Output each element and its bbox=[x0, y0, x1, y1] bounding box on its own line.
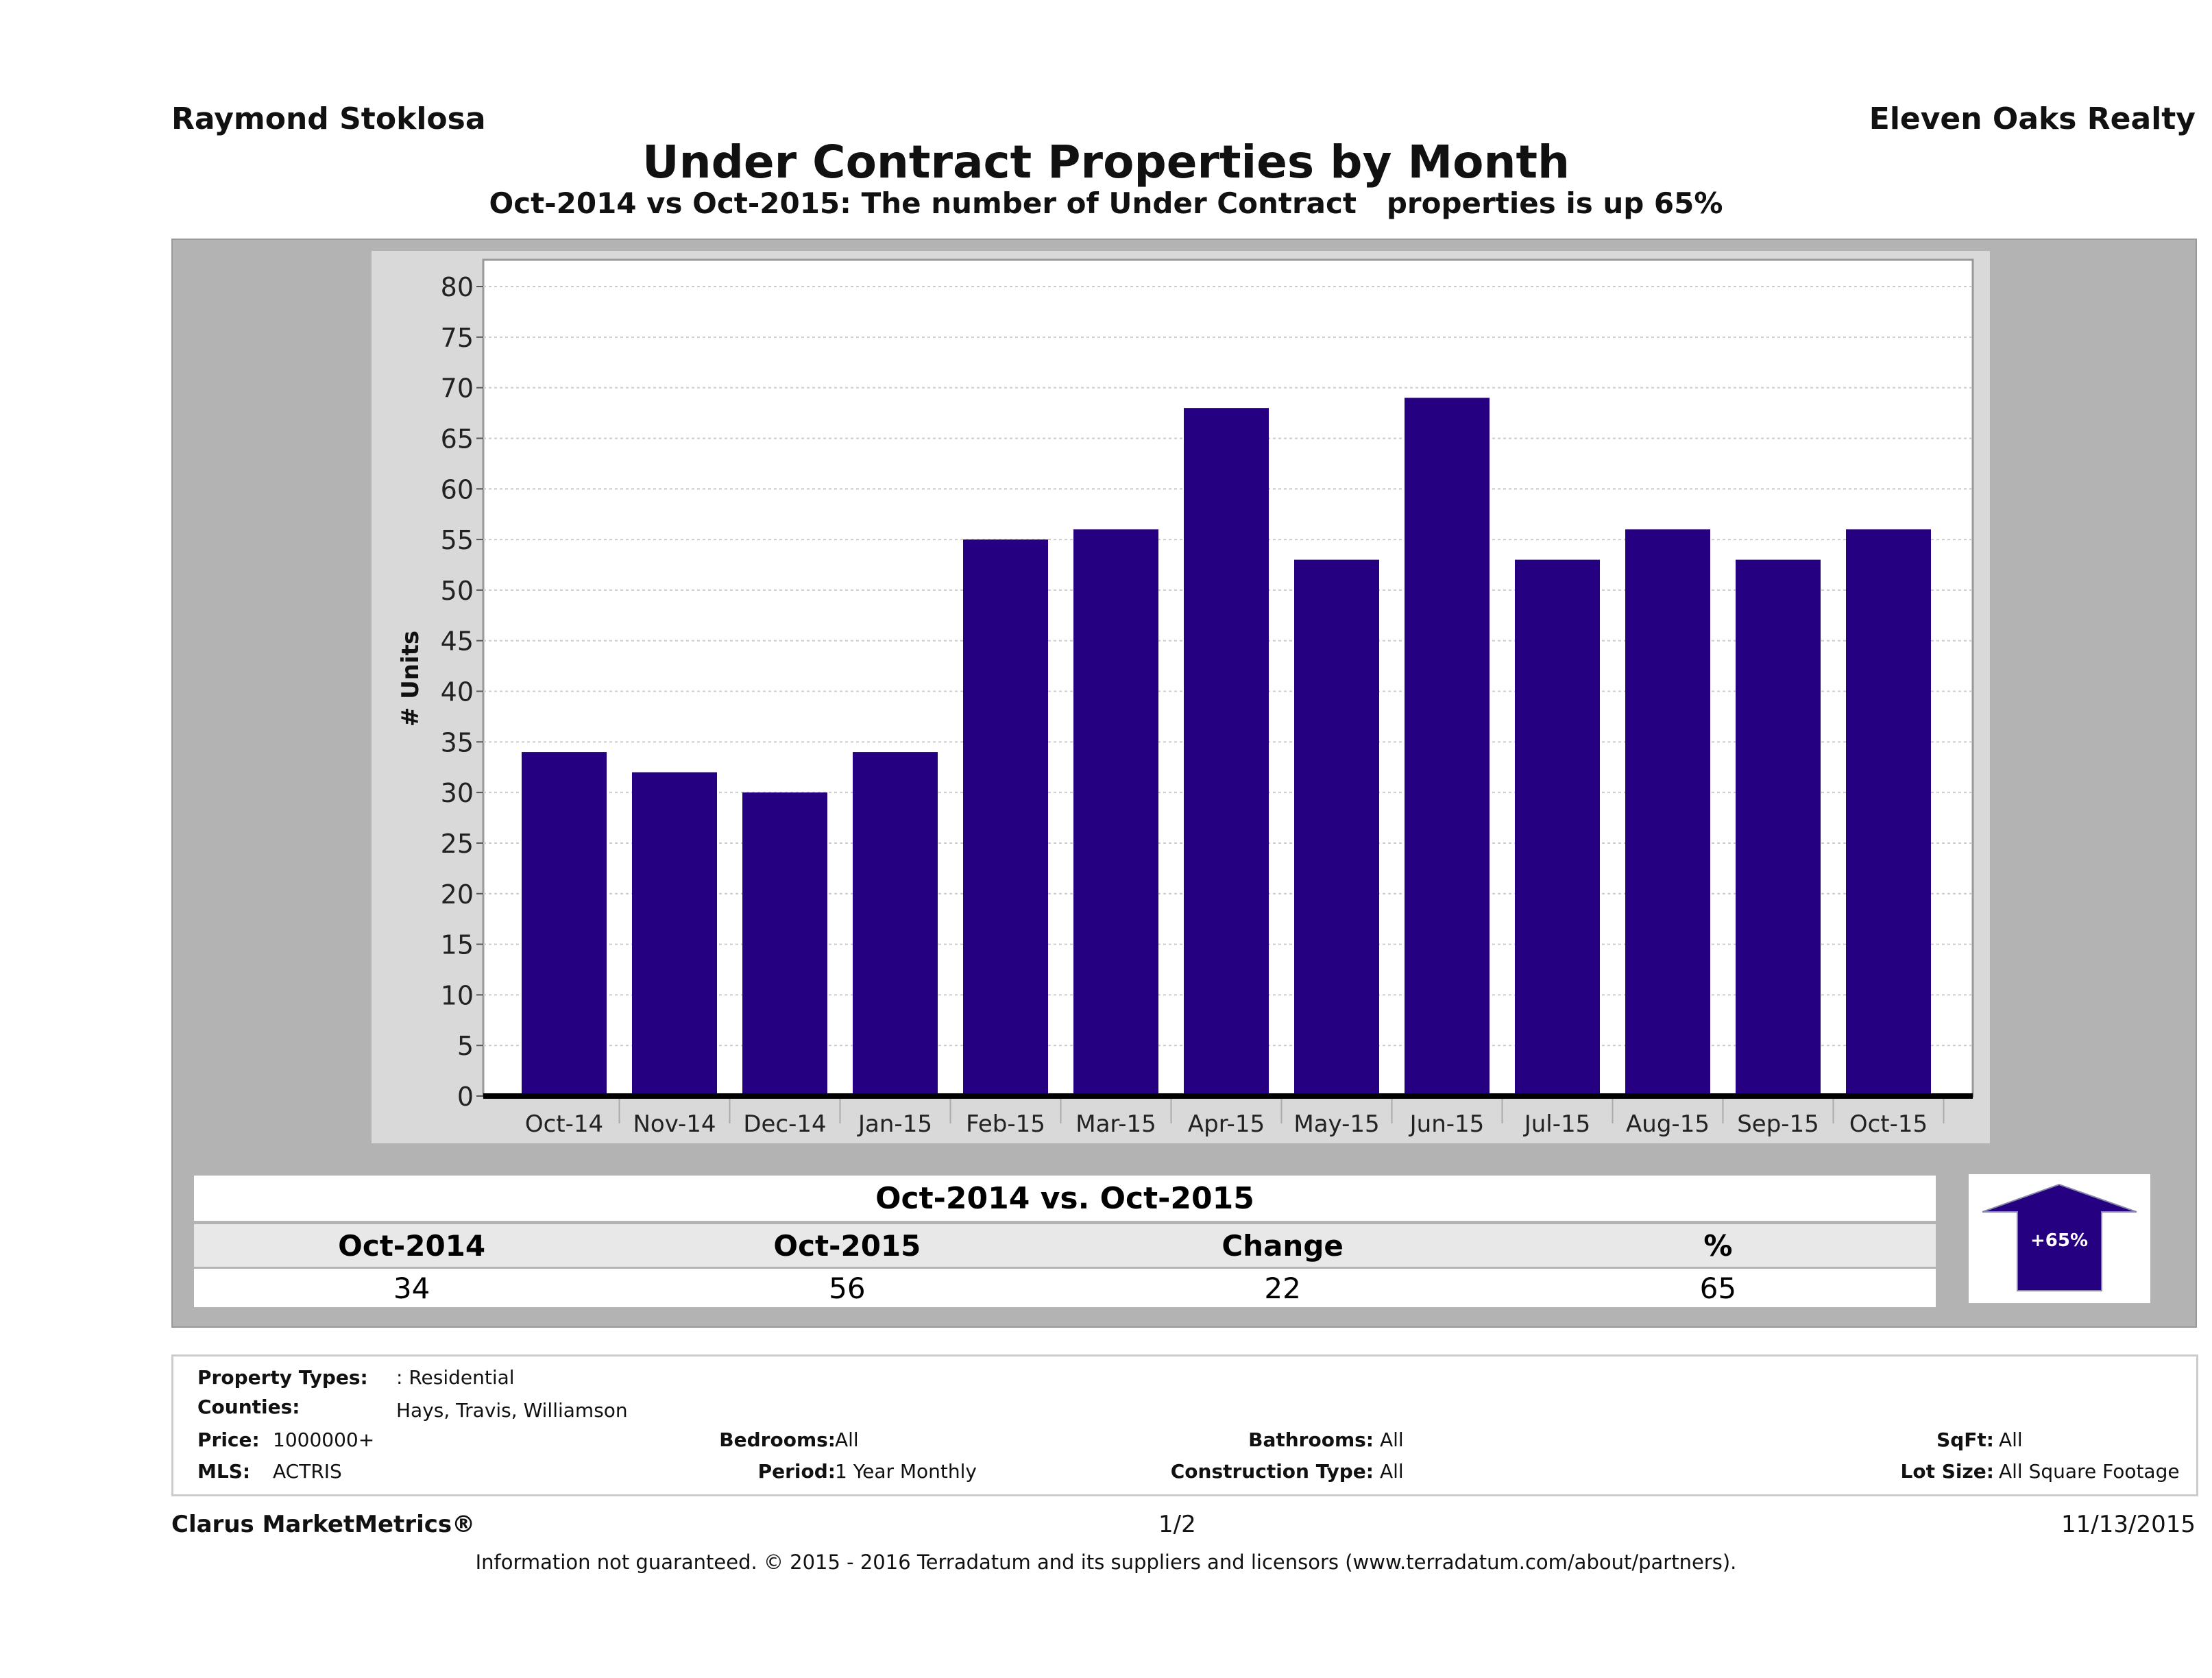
bedrooms-value: All bbox=[835, 1428, 859, 1451]
filter-info-box: Property Types: : Residential Counties: … bbox=[171, 1354, 2198, 1496]
bar bbox=[1184, 408, 1269, 1096]
x-tick-label: Jan-15 bbox=[857, 1110, 932, 1138]
summary-title-row: Oct-2014 vs. Oct-2015 bbox=[194, 1176, 1936, 1221]
y-tick-label: 80 bbox=[441, 272, 474, 302]
x-tick-label: Jul-15 bbox=[1523, 1110, 1591, 1138]
bar bbox=[1846, 529, 1931, 1096]
lot-size-value: All Square Footage bbox=[1999, 1460, 2180, 1483]
footer-brand: Clarus MarketMetrics® bbox=[171, 1511, 476, 1538]
x-tick-label: Feb-15 bbox=[966, 1110, 1045, 1138]
bathrooms-value: All bbox=[1380, 1428, 1404, 1451]
sqft-value: All bbox=[1999, 1428, 2023, 1451]
mls-label: MLS: bbox=[197, 1460, 251, 1483]
change-badge-label: +65% bbox=[2030, 1230, 2088, 1251]
arrow-up-icon: +65% bbox=[1982, 1183, 2137, 1291]
page-number: 1/2 bbox=[1158, 1511, 1196, 1538]
y-tick-label: 45 bbox=[441, 627, 474, 657]
bedrooms-label: Bedrooms: bbox=[719, 1428, 836, 1451]
mls-value: ACTRIS bbox=[273, 1460, 342, 1483]
bar bbox=[1736, 559, 1821, 1096]
bar bbox=[1515, 559, 1600, 1096]
bar bbox=[1625, 529, 1710, 1096]
bathrooms-label: Bathrooms: bbox=[1248, 1428, 1374, 1451]
x-tick-label: Mar-15 bbox=[1075, 1110, 1156, 1138]
bar bbox=[1405, 398, 1490, 1096]
y-tick-label: 10 bbox=[441, 980, 474, 1010]
y-tick-label: 30 bbox=[441, 778, 474, 808]
y-tick-label: 5 bbox=[457, 1031, 474, 1061]
summary-value-row: 34 56 22 65 bbox=[194, 1269, 1936, 1307]
summary-value: 34 bbox=[393, 1271, 430, 1305]
y-tick-label: 65 bbox=[441, 424, 474, 454]
x-tick-label: Apr-15 bbox=[1188, 1110, 1265, 1138]
y-axis-label: # Units bbox=[397, 631, 424, 727]
y-tick-label: 55 bbox=[441, 525, 474, 555]
y-tick-label: 75 bbox=[441, 323, 474, 353]
construction-type-value: All bbox=[1380, 1460, 1404, 1483]
summary-header-row: Oct-2014 Oct-2015 Change % bbox=[194, 1224, 1936, 1267]
x-tick-label: Sep-15 bbox=[1737, 1110, 1819, 1138]
summary-header: Change bbox=[1222, 1228, 1344, 1263]
period-value: 1 Year Monthly bbox=[835, 1460, 977, 1483]
counties-value: Hays, Travis, Williamson bbox=[396, 1399, 628, 1422]
summary-value: 65 bbox=[1699, 1271, 1737, 1305]
y-tick-label: 60 bbox=[441, 474, 474, 504]
y-tick-label: 35 bbox=[441, 727, 474, 757]
x-tick-label: Nov-14 bbox=[633, 1110, 716, 1138]
y-tick-label: 50 bbox=[441, 576, 474, 606]
period-label: Period: bbox=[757, 1460, 836, 1483]
agent-name: Raymond Stoklosa bbox=[171, 101, 486, 136]
price-value: 1000000+ bbox=[273, 1428, 375, 1451]
y-tick-label: 15 bbox=[441, 930, 474, 960]
lot-size-label: Lot Size: bbox=[1900, 1460, 1994, 1483]
disclaimer: Information not guaranteed. © 2015 - 201… bbox=[475, 1551, 1737, 1574]
chart-subtitle: Oct-2014 vs Oct-2015: The number of Unde… bbox=[489, 186, 1723, 220]
y-tick-label: 20 bbox=[441, 879, 474, 910]
y-tick-label: 40 bbox=[441, 677, 474, 707]
bar bbox=[522, 752, 607, 1096]
chart-title: Under Contract Properties by Month bbox=[642, 136, 1570, 189]
x-tick-label: Oct-14 bbox=[525, 1110, 603, 1138]
y-tick-label: 25 bbox=[441, 829, 474, 859]
y-tick-label: 70 bbox=[441, 374, 474, 404]
price-label: Price: bbox=[197, 1428, 260, 1451]
x-tick-label: Oct-15 bbox=[1849, 1110, 1928, 1138]
y-tick-label: 0 bbox=[457, 1082, 474, 1112]
summary-header: % bbox=[1703, 1228, 1733, 1263]
summary-value: 56 bbox=[829, 1271, 866, 1305]
property-types-label: Property Types: bbox=[197, 1366, 368, 1389]
construction-type-label: Construction Type: bbox=[1170, 1460, 1374, 1483]
change-badge: +65% bbox=[1969, 1174, 2150, 1303]
counties-label: Counties: bbox=[197, 1396, 300, 1418]
report-date: 11/13/2015 bbox=[2061, 1511, 2196, 1538]
bar bbox=[963, 539, 1048, 1096]
bar bbox=[1073, 529, 1158, 1096]
property-types-value: : Residential bbox=[396, 1366, 515, 1389]
bar bbox=[1294, 559, 1379, 1096]
summary-header: Oct-2015 bbox=[773, 1228, 921, 1263]
x-tick-label: May-15 bbox=[1293, 1110, 1379, 1138]
x-tick-label: Jun-15 bbox=[1409, 1110, 1485, 1138]
bar bbox=[632, 772, 717, 1096]
bar-chart: 0 5 10 15 20 25 30 35 40 45 50 55 60 65 70 75 80 Oct-14 No… bbox=[397, 258, 1974, 1138]
brokerage-name: Eleven Oaks Realty bbox=[1869, 101, 2196, 136]
bar bbox=[742, 792, 827, 1096]
sqft-label: SqFt: bbox=[1936, 1428, 1994, 1451]
summary-title: Oct-2014 vs. Oct-2015 bbox=[875, 1180, 1254, 1216]
x-tick-label: Dec-14 bbox=[743, 1110, 826, 1138]
bar bbox=[853, 752, 938, 1096]
summary-value: 22 bbox=[1264, 1271, 1301, 1305]
x-tick-label: Aug-15 bbox=[1626, 1110, 1710, 1138]
summary-header: Oct-2014 bbox=[338, 1228, 486, 1263]
